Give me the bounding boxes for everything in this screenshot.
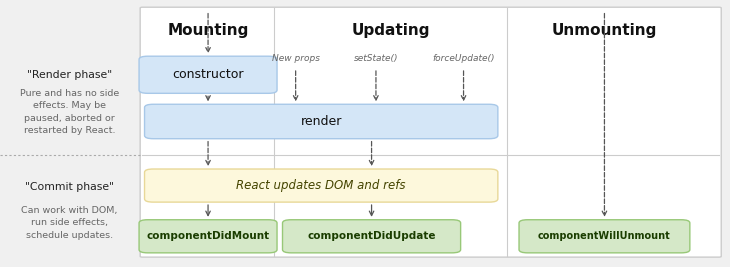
Text: constructor: constructor [172,68,244,81]
FancyBboxPatch shape [140,7,721,257]
Text: Mounting: Mounting [167,23,249,38]
FancyBboxPatch shape [139,56,277,93]
Text: Unmounting: Unmounting [552,23,657,38]
FancyBboxPatch shape [145,104,498,139]
Text: New props: New props [272,54,320,63]
Text: render: render [301,115,342,128]
Text: Can work with DOM,
run side effects,
schedule updates.: Can work with DOM, run side effects, sch… [21,206,118,240]
Text: "Render phase": "Render phase" [27,70,112,80]
FancyBboxPatch shape [519,220,690,253]
Text: "Commit phase": "Commit phase" [25,182,114,192]
Text: Pure and has no side
effects. May be
paused, aborted or
restarted by React.: Pure and has no side effects. May be pau… [20,89,119,135]
FancyBboxPatch shape [145,169,498,202]
Text: forceUpdate(): forceUpdate() [432,54,495,63]
Text: React updates DOM and refs: React updates DOM and refs [237,179,406,192]
Text: componentWillUnmount: componentWillUnmount [538,231,671,241]
Text: componentDidUpdate: componentDidUpdate [307,231,436,241]
Text: Updating: Updating [351,23,430,38]
FancyBboxPatch shape [139,220,277,253]
Text: setState(): setState() [354,54,398,63]
Text: componentDidMount: componentDidMount [147,231,269,241]
FancyBboxPatch shape [283,220,461,253]
